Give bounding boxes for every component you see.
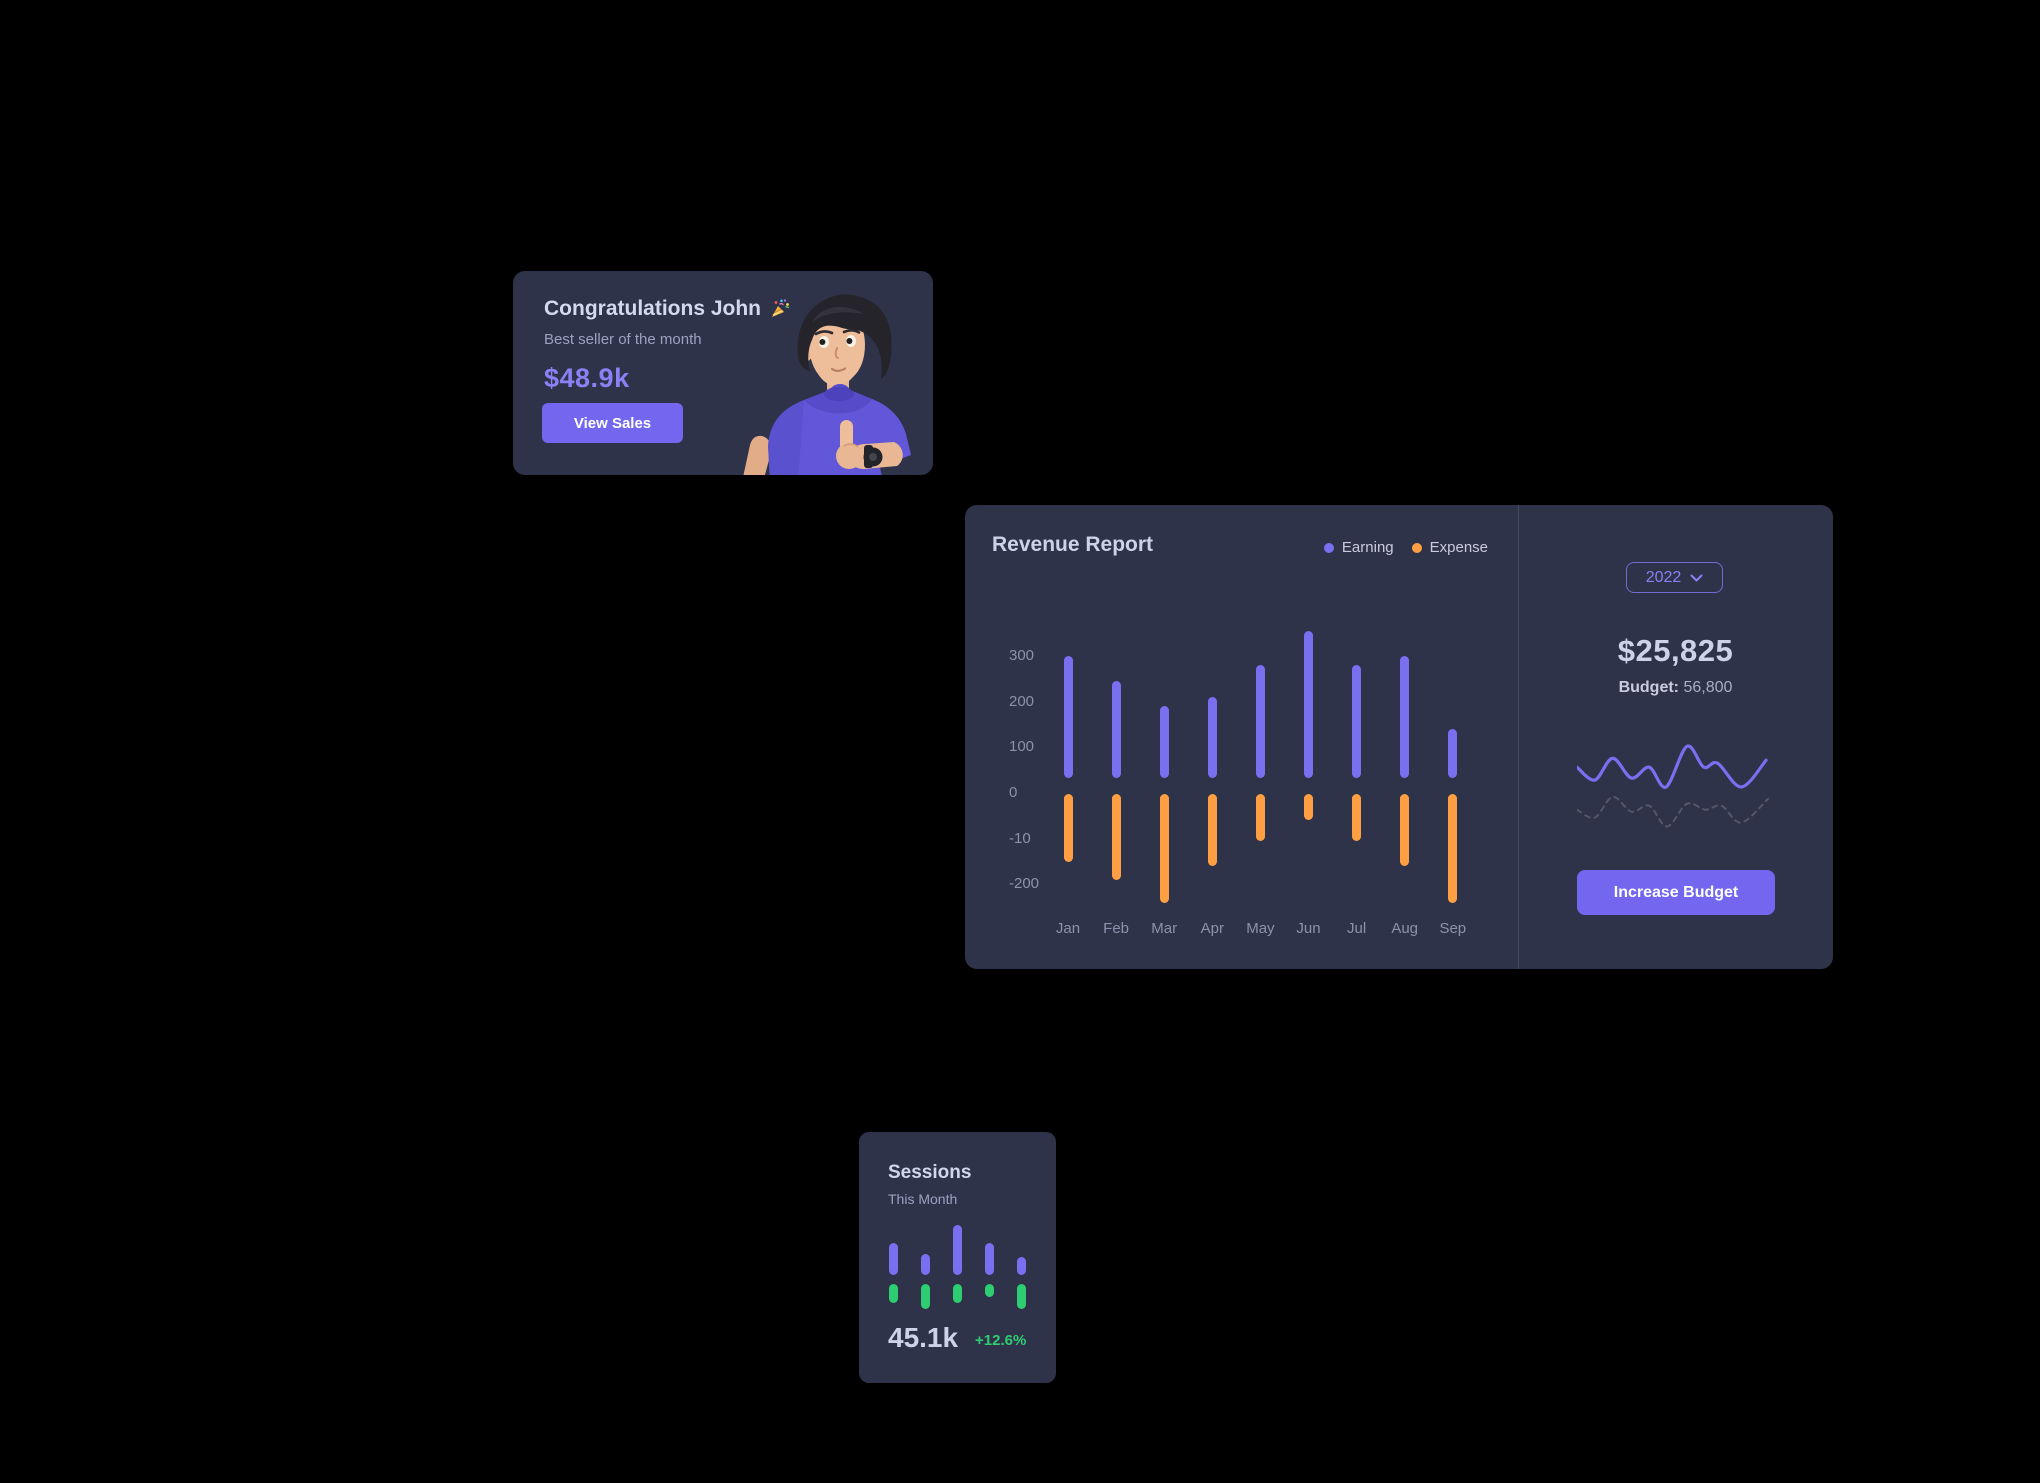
earning-bar — [1352, 664, 1362, 779]
earning-bar — [1111, 680, 1121, 779]
expense-bar — [1063, 794, 1073, 862]
budget-label: Budget: — [1618, 679, 1680, 696]
earning-bar — [1207, 696, 1217, 779]
revenue-chart-section: Revenue Report Earning Expense 300 200 100… — [965, 505, 1518, 969]
section-divider — [1518, 505, 1519, 969]
expense-bar — [1400, 794, 1410, 867]
month-label: Jul — [1347, 920, 1367, 937]
month-label: Apr — [1200, 920, 1224, 937]
expense-bar — [1255, 794, 1265, 841]
expense-bar — [1207, 794, 1217, 867]
expense-dot-icon — [1411, 542, 1422, 553]
sessions-subtitle: This Month — [888, 1191, 958, 1207]
month-label: Aug — [1391, 920, 1419, 937]
expense-bar — [1159, 794, 1169, 903]
y-tick-label: 100 — [1009, 738, 1035, 756]
revenue-report-title: Revenue Report — [992, 533, 1154, 556]
sessions-mini-chart — [888, 1222, 1033, 1312]
earning-dot-icon — [1323, 542, 1334, 553]
legend-expense-label: Expense — [1429, 539, 1488, 556]
earning-bar — [1255, 664, 1265, 779]
budget-sparkline-chart — [1577, 744, 1770, 828]
y-tick-label: 300 — [1009, 646, 1035, 664]
earning-bar — [1159, 706, 1169, 779]
congratulations-card: Congratulations John Best seller of the … — [513, 271, 933, 475]
session-bar-bottom — [952, 1284, 962, 1303]
y-tick-label: -200 — [1009, 875, 1040, 893]
congrats-title-text: Congratulations John — [544, 297, 761, 320]
chevron-down-icon — [1690, 574, 1703, 581]
budget-section: 2022 $25,825 Budget: 56,800 Increase Bud… — [1518, 505, 1833, 969]
sessions-title: Sessions — [888, 1162, 972, 1183]
y-tick-label: 0 — [1009, 784, 1018, 801]
sparkline-current — [1577, 744, 1768, 789]
budget-value: 56,800 — [1683, 679, 1733, 696]
congrats-amount: $48.9k — [544, 363, 630, 393]
session-bar-bottom — [1016, 1284, 1026, 1309]
session-bar-top — [984, 1243, 994, 1275]
john-illustration — [743, 294, 911, 475]
session-bar-bottom — [888, 1284, 898, 1303]
session-bar-top — [920, 1254, 930, 1275]
y-tick-label: -10 — [1009, 829, 1031, 847]
month-label: Jan — [1055, 920, 1081, 937]
expense-bar — [1352, 794, 1362, 841]
year-select[interactable]: 2022 — [1626, 562, 1723, 593]
earning-bar — [1448, 728, 1458, 779]
sparkline-baseline — [1577, 795, 1770, 828]
session-bar-bottom — [984, 1284, 994, 1297]
sessions-delta: +12.6% — [975, 1332, 1027, 1349]
year-select-value: 2022 — [1645, 568, 1682, 586]
month-label: May — [1246, 920, 1275, 937]
view-sales-button[interactable]: View Sales — [542, 403, 683, 443]
legend-item-earning[interactable]: Earning — [1323, 539, 1394, 556]
expense-bar — [1304, 794, 1313, 821]
revenue-legend: Earning Expense — [1323, 539, 1488, 556]
month-label: Feb — [1103, 920, 1130, 937]
increase-budget-button[interactable]: Increase Budget — [1577, 870, 1775, 915]
session-bar-top — [888, 1243, 898, 1275]
expense-bar — [1111, 794, 1121, 880]
budget-total: $25,825 — [1617, 633, 1734, 668]
y-tick-label: 200 — [1009, 692, 1035, 710]
session-bar-bottom — [920, 1284, 930, 1309]
sessions-value: 45.1k — [888, 1322, 959, 1353]
month-label: Mar — [1151, 920, 1178, 937]
legend-earning-label: Earning — [1341, 539, 1394, 556]
legend-item-expense[interactable]: Expense — [1411, 539, 1488, 556]
session-bar-top — [1016, 1257, 1026, 1275]
sessions-card: Sessions This Month 45.1k +12.6% — [859, 1132, 1056, 1383]
revenue-report-card: Revenue Report Earning Expense 300 200 100… — [965, 505, 1833, 969]
revenue-bar-chart: 300 200 100 0 -10 -200 Jan Feb Mar Apr May Jun Jul Au… — [965, 505, 1518, 969]
budget-line: Budget: 56,800 — [1518, 679, 1833, 697]
congrats-title: Congratulations John — [544, 297, 791, 321]
month-label: Jun — [1296, 920, 1321, 937]
earning-bar — [1063, 655, 1073, 779]
party-popper-icon — [772, 299, 790, 317]
expense-bar — [1448, 794, 1458, 903]
session-bar-top — [952, 1225, 962, 1275]
congrats-subtitle: Best seller of the month — [544, 331, 702, 348]
earning-bar — [1400, 655, 1410, 779]
earning-bar — [1304, 630, 1313, 779]
month-label: Sep — [1439, 920, 1467, 937]
